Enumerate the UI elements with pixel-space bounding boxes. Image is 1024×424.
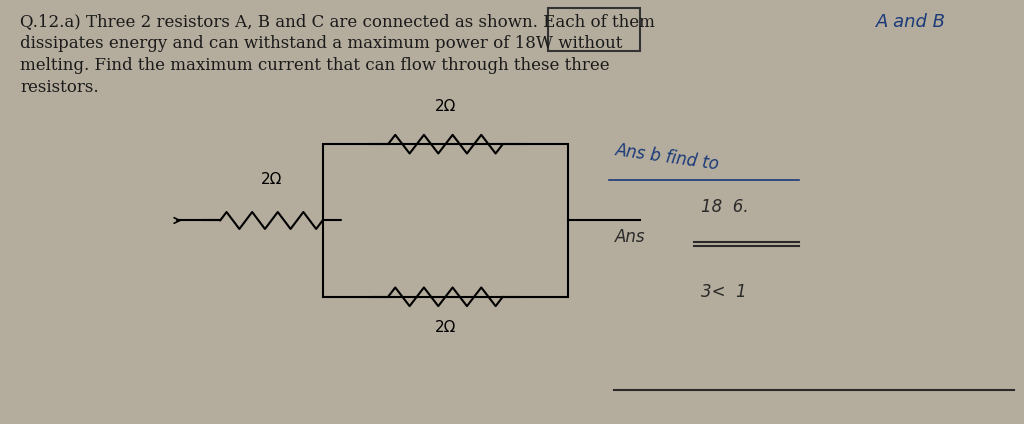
Text: 18  6.: 18 6. [701, 198, 750, 216]
Text: A and B: A and B [876, 13, 945, 31]
Bar [548, 8, 640, 51]
Text: 2Ω: 2Ω [435, 320, 456, 335]
Text: Ans b find to: Ans b find to [614, 141, 721, 173]
Text: Ans: Ans [614, 228, 645, 245]
Text: Q.12.a) Three 2 resistors A, B and C are connected as shown. Each of them
dissip: Q.12.a) Three 2 resistors A, B and C are… [20, 13, 655, 96]
Text: 2Ω: 2Ω [435, 100, 456, 114]
Text: 3<  1: 3< 1 [701, 283, 748, 301]
Text: 2Ω: 2Ω [261, 172, 282, 187]
Bar [323, 144, 568, 297]
